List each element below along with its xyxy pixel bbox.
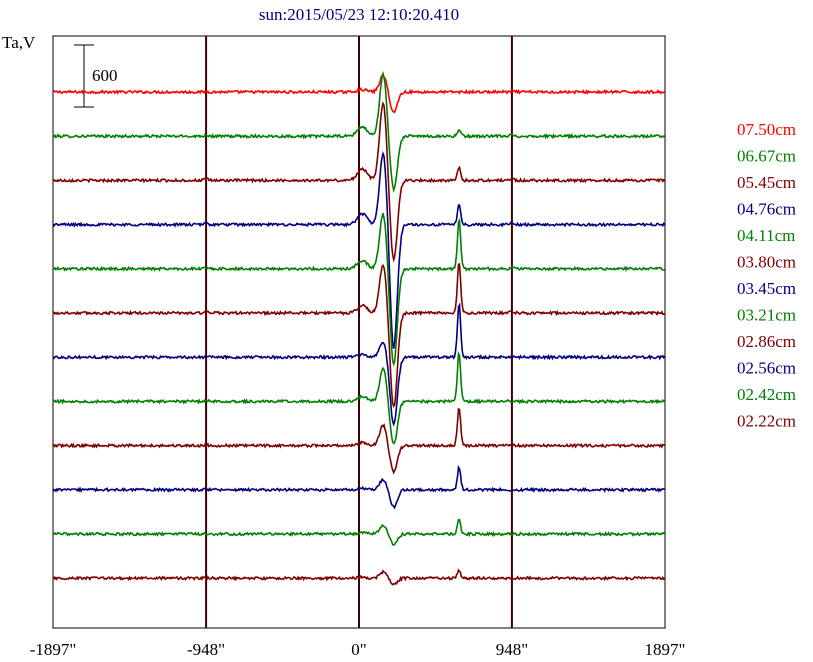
trace-03-80cm xyxy=(52,263,665,408)
trace-02-86cm xyxy=(52,407,665,475)
legend-entry: 06.67cm xyxy=(737,147,796,166)
trace-03-45cm xyxy=(52,302,666,427)
legend-entry: 02.86cm xyxy=(737,332,796,351)
trace-04-76cm xyxy=(52,150,666,349)
legend-entry: 03.45cm xyxy=(737,279,796,298)
legend-entry: 03.21cm xyxy=(737,306,796,325)
legend-entry: 02.56cm xyxy=(737,359,796,378)
legend-entry: 02.22cm xyxy=(737,412,796,431)
x-tick-label: 948" xyxy=(496,640,528,659)
legend: 07.50cm 06.67cm 05.45cm 04.76cm 04.11cm 03.80… xyxy=(737,120,796,431)
x-tick-label: 1897" xyxy=(645,640,686,659)
trace-02-42cm xyxy=(52,518,666,546)
trace-02-22cm xyxy=(52,568,666,586)
vertical-reference-lines xyxy=(205,36,513,628)
chart-title: sun:2015/05/23 12:10:20.410 xyxy=(259,5,459,24)
trace-07-50cm xyxy=(52,74,665,114)
legend-entry: 04.11cm xyxy=(737,226,795,245)
legend-entry: 04.76cm xyxy=(737,200,796,219)
trace-03-21cm xyxy=(52,350,666,445)
x-tick-labels: -1897" -948" 0" 948" 1897" xyxy=(30,640,686,659)
trace-04-11cm xyxy=(52,213,665,367)
trace-02-56cm xyxy=(52,464,666,510)
legend-entry: 03.80cm xyxy=(737,253,796,272)
trace-05-45cm xyxy=(52,101,666,263)
legend-entry: 07.50cm xyxy=(737,120,796,139)
x-tick-label: -948" xyxy=(187,640,225,659)
series-traces xyxy=(52,70,666,586)
scale-bar: 600 xyxy=(74,44,118,108)
scale-bar-label: 600 xyxy=(92,66,118,85)
y-axis-label: Ta,V xyxy=(2,33,36,52)
x-tick-label: -1897" xyxy=(30,640,77,659)
trace-06-67cm xyxy=(52,70,665,193)
legend-entry: 05.45cm xyxy=(737,173,796,192)
legend-entry: 02.42cm xyxy=(737,385,796,404)
x-tick-label: 0" xyxy=(351,640,366,659)
